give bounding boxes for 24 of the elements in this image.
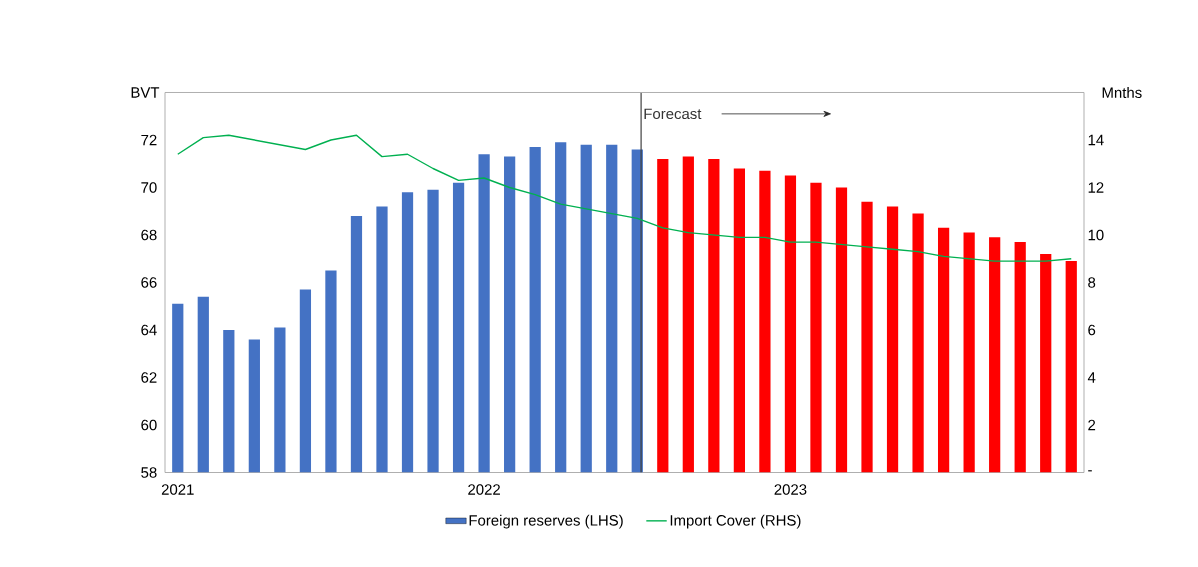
- x-tick-label: 2022: [468, 484, 500, 495]
- y-tick-label: 66: [141, 277, 157, 288]
- y-tick-label: 58: [141, 467, 157, 478]
- annotation: Forecast: [644, 108, 702, 120]
- y2-axis-title: Mnths: [1102, 87, 1142, 98]
- y-tick-label: 68: [141, 229, 157, 241]
- y2-tick-label: 10: [1088, 229, 1104, 241]
- y-tick-label: 70: [141, 182, 157, 193]
- y2-tick-label: -: [1088, 470, 1092, 472]
- y2-tick-label: 4: [1087, 372, 1096, 383]
- y-tick-label: 62: [141, 372, 157, 383]
- y-tick-label: 72: [141, 134, 157, 146]
- y-axis-title: BVT: [131, 87, 160, 98]
- y-tick-label: 60: [141, 419, 157, 431]
- y2-tick-label: 12: [1088, 182, 1104, 193]
- x-tick-label: 2023: [774, 484, 807, 495]
- y2-tick-label: 14: [1088, 134, 1104, 146]
- y2-tick-label: 2: [1088, 419, 1096, 431]
- y-tick-label: 64: [141, 324, 157, 336]
- x-tick-label: 2021: [161, 484, 194, 495]
- y2-tick-label: 6: [1088, 324, 1096, 336]
- legend-label: Foreign reserves (LHS): [469, 514, 623, 529]
- legend-label: Import Cover (RHS): [670, 514, 801, 529]
- y2-tick-label: 8: [1088, 277, 1096, 288]
